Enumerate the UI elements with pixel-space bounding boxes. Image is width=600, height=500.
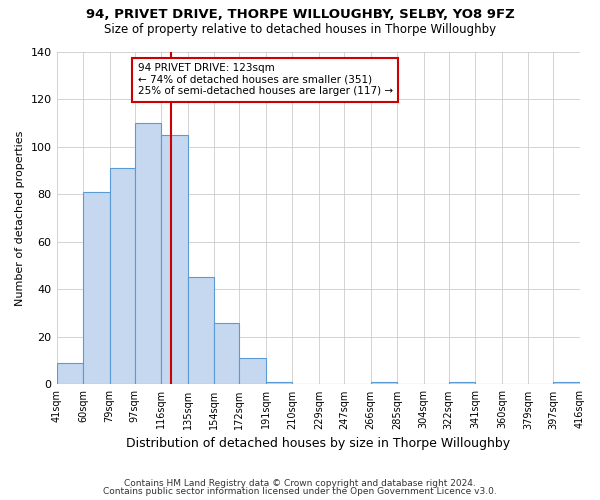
X-axis label: Distribution of detached houses by size in Thorpe Willoughby: Distribution of detached houses by size …	[126, 437, 511, 450]
Bar	[371, 382, 397, 384]
Bar	[266, 382, 292, 384]
Text: Size of property relative to detached houses in Thorpe Willoughby: Size of property relative to detached ho…	[104, 22, 496, 36]
Text: 94, PRIVET DRIVE, THORPE WILLOUGHBY, SELBY, YO8 9FZ: 94, PRIVET DRIVE, THORPE WILLOUGHBY, SEL…	[86, 8, 514, 20]
Bar	[449, 382, 475, 384]
Bar	[214, 322, 239, 384]
Bar	[110, 168, 135, 384]
Bar	[83, 192, 110, 384]
Bar	[56, 363, 83, 384]
Bar	[239, 358, 266, 384]
Text: 94 PRIVET DRIVE: 123sqm
← 74% of detached houses are smaller (351)
25% of semi-d: 94 PRIVET DRIVE: 123sqm ← 74% of detache…	[137, 63, 393, 96]
Bar	[188, 278, 214, 384]
Bar	[161, 134, 188, 384]
Bar	[553, 382, 580, 384]
Text: Contains HM Land Registry data © Crown copyright and database right 2024.: Contains HM Land Registry data © Crown c…	[124, 478, 476, 488]
Y-axis label: Number of detached properties: Number of detached properties	[15, 130, 25, 306]
Text: Contains public sector information licensed under the Open Government Licence v3: Contains public sector information licen…	[103, 487, 497, 496]
Bar	[135, 123, 161, 384]
